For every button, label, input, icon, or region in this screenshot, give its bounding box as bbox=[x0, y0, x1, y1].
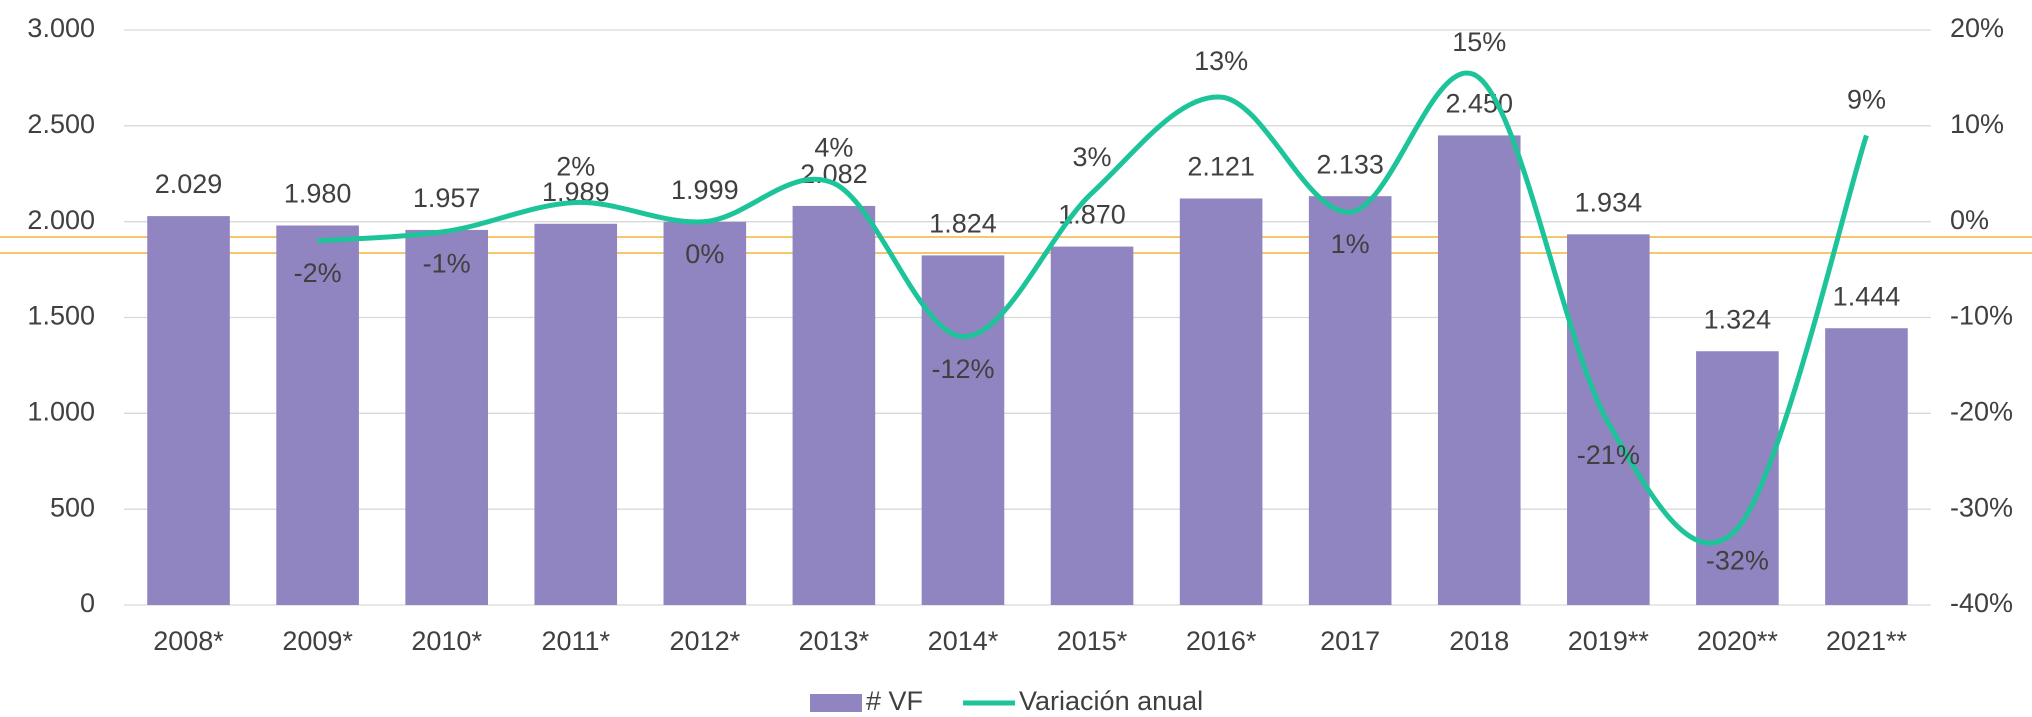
line-value-label: 15% bbox=[1452, 27, 1506, 57]
line-value-label: -2% bbox=[294, 258, 342, 288]
bar-value-label: 1.824 bbox=[929, 209, 997, 239]
x-tick-label: 2017 bbox=[1320, 626, 1380, 656]
bar bbox=[405, 229, 488, 606]
x-tick-label: 2018 bbox=[1449, 626, 1509, 656]
bar-value-label: 2.133 bbox=[1316, 149, 1384, 179]
bar-value-label: 1.444 bbox=[1833, 281, 1901, 311]
y-tick-label: 2.500 bbox=[27, 109, 95, 139]
x-tick-label: 2014* bbox=[928, 626, 999, 656]
x-tick-label: 2008* bbox=[153, 626, 224, 656]
line-value-label: 0% bbox=[685, 239, 724, 269]
line bbox=[317, 70, 1869, 546]
line-value-label: -21% bbox=[1577, 440, 1640, 470]
bar bbox=[663, 221, 747, 605]
bar bbox=[534, 223, 618, 605]
x-tick-label: 2015* bbox=[1057, 626, 1128, 656]
line-value-label: 13% bbox=[1194, 46, 1248, 76]
line-value-label: -12% bbox=[931, 354, 994, 384]
y2-tick-label: -20% bbox=[1950, 396, 2013, 426]
y2-tick-label: 20% bbox=[1950, 13, 2004, 43]
line-value-label: 1% bbox=[1331, 229, 1370, 259]
bar-value-label: 1.957 bbox=[413, 183, 481, 213]
y2-tick-label: 10% bbox=[1950, 109, 2004, 139]
x-tick-label: 2011* bbox=[541, 626, 610, 656]
x-tick-label: 2019** bbox=[1568, 626, 1650, 656]
x-tick-label: 2021** bbox=[1826, 626, 1908, 656]
legend-label: # VF bbox=[866, 686, 923, 716]
y-tick-label: 500 bbox=[50, 492, 95, 522]
line-value-label: 2% bbox=[556, 152, 595, 182]
bar bbox=[792, 205, 876, 605]
line-value-label: -32% bbox=[1706, 545, 1769, 575]
bar bbox=[1825, 328, 1908, 605]
x-tick-label: 2020** bbox=[1697, 626, 1779, 656]
line-value-label: 4% bbox=[814, 132, 853, 162]
bar bbox=[147, 216, 230, 605]
x-tick-label: 2010* bbox=[411, 626, 482, 656]
y-tick-label: 3.000 bbox=[27, 13, 95, 43]
legend-swatch bbox=[810, 694, 862, 712]
y-tick-label: 0 bbox=[80, 588, 95, 618]
x-tick-label: 2013* bbox=[799, 626, 870, 656]
x-tick-label: 2016* bbox=[1186, 626, 1257, 656]
x-tick-label: 2012* bbox=[670, 626, 741, 656]
x-tick-label: 2009* bbox=[282, 626, 353, 656]
bar-value-label: 1.934 bbox=[1575, 187, 1643, 217]
y2-tick-label: 0% bbox=[1950, 205, 1989, 235]
line-value-label: -1% bbox=[423, 248, 471, 278]
y2-tick-label: -30% bbox=[1950, 492, 2013, 522]
bar bbox=[1308, 196, 1392, 606]
bar bbox=[1179, 198, 1263, 605]
bar bbox=[1437, 135, 1521, 605]
bar-value-label: 2.029 bbox=[155, 169, 223, 199]
line-value-label: 9% bbox=[1847, 85, 1886, 115]
y2-tick-label: -40% bbox=[1950, 588, 2013, 618]
bar-value-label: 1.999 bbox=[671, 175, 739, 205]
y-tick-label: 1.000 bbox=[27, 396, 95, 426]
bar-value-label: 1.980 bbox=[284, 179, 352, 209]
bar bbox=[921, 255, 1005, 605]
bar-value-label: 2.121 bbox=[1187, 152, 1255, 182]
legend-label: Variación anual bbox=[1019, 686, 1203, 716]
y-tick-label: 2.000 bbox=[27, 205, 95, 235]
bar-value-label: 1.324 bbox=[1704, 304, 1772, 334]
line-value-label: 3% bbox=[1073, 142, 1112, 172]
bar bbox=[1050, 246, 1134, 606]
y-tick-label: 1.500 bbox=[27, 301, 95, 331]
bar bbox=[276, 225, 359, 605]
y2-tick-label: -10% bbox=[1950, 301, 2013, 331]
bar-value-label: 1.870 bbox=[1058, 200, 1126, 230]
